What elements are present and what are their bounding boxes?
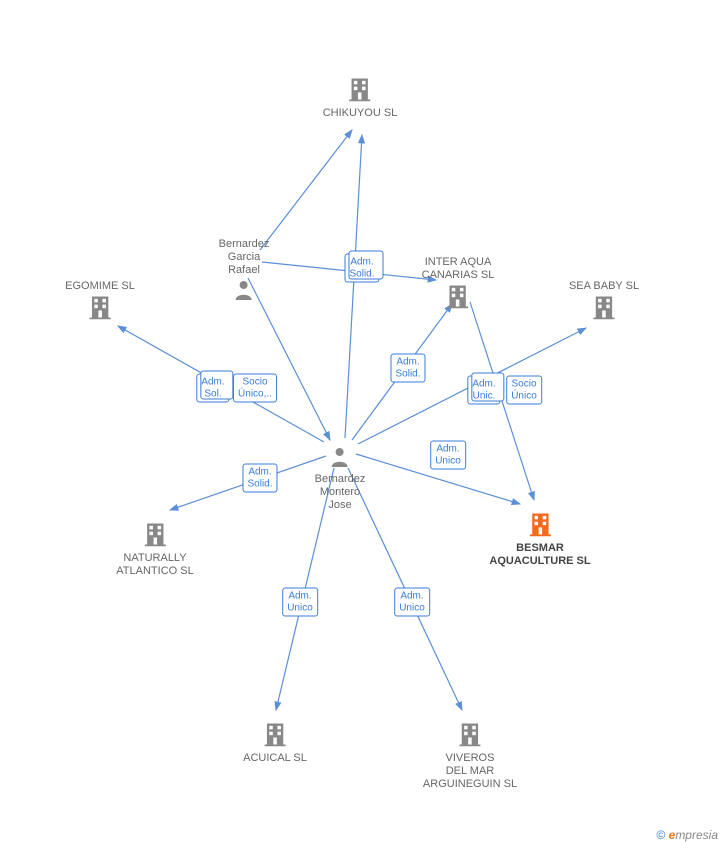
edge-line (262, 262, 436, 280)
edge-line (348, 468, 462, 710)
edge-line (352, 304, 452, 440)
edge-line (260, 130, 352, 250)
edge-line (170, 456, 326, 510)
copyright-symbol: © (656, 828, 665, 842)
edge-line (248, 278, 330, 440)
copyright: © empresia (656, 828, 718, 842)
edge-line (118, 326, 324, 442)
brand-rest: mpresia (675, 828, 718, 842)
edge-line (470, 302, 534, 500)
edge-line (356, 454, 520, 504)
network-canvas (0, 0, 728, 850)
edge-line (276, 468, 334, 710)
edge-line (345, 135, 362, 438)
